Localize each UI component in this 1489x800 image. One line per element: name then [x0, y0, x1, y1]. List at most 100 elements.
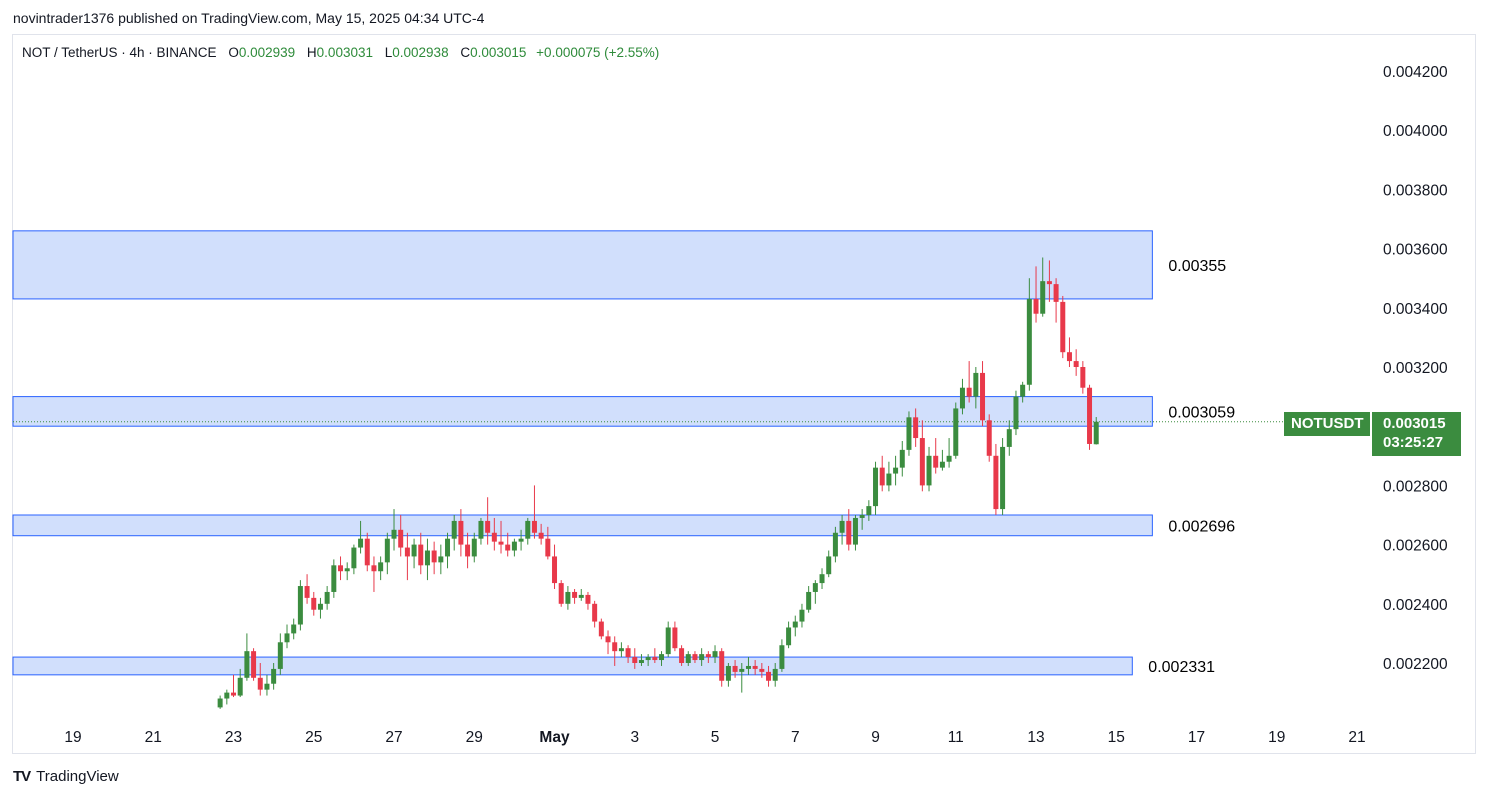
x-tick-4: 27 — [385, 729, 402, 746]
candle-body-68 — [672, 627, 678, 649]
candle-body-23 — [371, 565, 377, 572]
candle-body-71 — [692, 654, 698, 661]
candle-body-4 — [244, 651, 250, 678]
legend-low-key: L — [384, 45, 393, 60]
zone-label-2: 0.002696 — [1168, 518, 1235, 535]
candle-body-9 — [277, 642, 283, 669]
candle-body-113 — [973, 372, 979, 397]
candle-body-125 — [1053, 284, 1059, 302]
candle-body-82 — [766, 671, 772, 681]
legend-low-value: 0.002938 — [392, 45, 449, 60]
candle-body-85 — [786, 627, 792, 646]
bar-countdown: 03:25:27 — [1383, 434, 1444, 451]
candle-body-109 — [946, 455, 952, 462]
candle-body-129 — [1080, 367, 1086, 388]
x-tick-15: 19 — [1268, 729, 1285, 746]
candle-body-25 — [384, 538, 390, 563]
candle-body-122 — [1033, 298, 1039, 314]
legend-symbol[interactable]: NOT / TetherUS · 4h · BINANCE — [22, 45, 217, 60]
x-tick-2: 23 — [225, 729, 242, 746]
candle-body-11 — [291, 624, 297, 634]
candle-body-66 — [659, 654, 665, 661]
candle-body-22 — [364, 538, 370, 566]
candle-body-58 — [605, 636, 611, 643]
legend-close-value: 0.003015 — [470, 45, 527, 60]
candle-body-81 — [759, 668, 765, 672]
candle-body-2 — [231, 692, 237, 696]
candle-body-16 — [324, 591, 330, 604]
candle-body-96 — [859, 515, 865, 518]
y-tick-6: 0.003400 — [1383, 301, 1448, 318]
candle-body-1 — [224, 692, 230, 699]
candle-body-128 — [1073, 361, 1079, 367]
last-price-value: 0.003015 — [1383, 415, 1446, 432]
candle-body-53 — [572, 591, 578, 598]
x-tick-6: May — [539, 729, 570, 746]
candle-body-119 — [1013, 396, 1019, 430]
candle-body-59 — [612, 642, 618, 652]
zone-box-0 — [12, 230, 1153, 300]
candle-body-115 — [986, 420, 992, 456]
candle-body-51 — [558, 583, 564, 604]
candle-body-24 — [378, 562, 384, 572]
candle-body-118 — [1006, 429, 1012, 447]
candle-body-47 — [531, 520, 537, 533]
candle-body-54 — [578, 594, 584, 598]
x-tick-11: 11 — [948, 729, 964, 746]
y-tick-3: 0.002800 — [1383, 478, 1448, 495]
candle-body-114 — [980, 372, 986, 421]
candle-body-26 — [391, 529, 397, 539]
candle-body-43 — [505, 544, 511, 551]
candle-body-29 — [411, 544, 417, 557]
legend-high-value: 0.003031 — [316, 45, 373, 60]
x-tick-12: 13 — [1027, 729, 1044, 746]
candle-body-60 — [618, 648, 624, 652]
candle-body-110 — [953, 408, 959, 456]
candle-body-72 — [699, 654, 705, 661]
candle-body-69 — [679, 648, 685, 663]
legend-change: +0.000075 (+2.55%) — [536, 45, 660, 60]
candle-body-107 — [933, 455, 939, 468]
x-tick-8: 5 — [711, 729, 720, 746]
candle-body-20 — [351, 547, 357, 569]
candle-body-62 — [632, 657, 638, 663]
footer-brand: TradingView — [36, 768, 119, 785]
candle-body-55 — [585, 594, 591, 604]
candle-body-91 — [826, 556, 832, 575]
publisher-line: novintrader1376 published on TradingView… — [13, 10, 485, 26]
y-tick-1: 0.002400 — [1383, 597, 1448, 614]
x-tick-13: 15 — [1108, 729, 1125, 746]
x-tick-1: 21 — [145, 729, 162, 746]
last-price-tag: 0.003015 03:25:27 — [1372, 412, 1461, 456]
candle-body-56 — [592, 603, 598, 622]
y-tick-8: 0.003800 — [1383, 182, 1448, 199]
candle-body-7 — [264, 683, 270, 690]
candle-body-41 — [491, 532, 497, 542]
candle-body-98 — [873, 467, 879, 507]
candle-body-84 — [779, 645, 785, 669]
candle-body-37 — [465, 544, 471, 557]
candle-body-131 — [1093, 421, 1099, 445]
x-tick-14: 17 — [1188, 729, 1205, 746]
candle-body-3 — [237, 677, 243, 696]
candle-body-92 — [832, 532, 838, 557]
x-tick-16: 21 — [1348, 729, 1365, 746]
candle-body-46 — [525, 520, 531, 539]
candle-body-103 — [906, 417, 912, 450]
zone-label-0: 0.00355 — [1168, 258, 1226, 275]
candle-body-35 — [451, 520, 457, 539]
x-tick-0: 19 — [64, 729, 81, 746]
candle-body-8 — [271, 668, 277, 684]
candle-body-124 — [1046, 281, 1052, 285]
candle-body-111 — [959, 387, 965, 409]
candle-body-30 — [418, 544, 424, 566]
candle-body-88 — [806, 591, 812, 610]
y-tick-0: 0.002200 — [1383, 656, 1448, 673]
x-tick-10: 9 — [871, 729, 880, 746]
candle-body-80 — [752, 665, 758, 669]
candle-body-78 — [739, 668, 745, 672]
candle-body-63 — [638, 660, 644, 663]
candle-body-28 — [404, 547, 410, 557]
tradingview-footer[interactable]: TV TradingView — [13, 768, 119, 785]
